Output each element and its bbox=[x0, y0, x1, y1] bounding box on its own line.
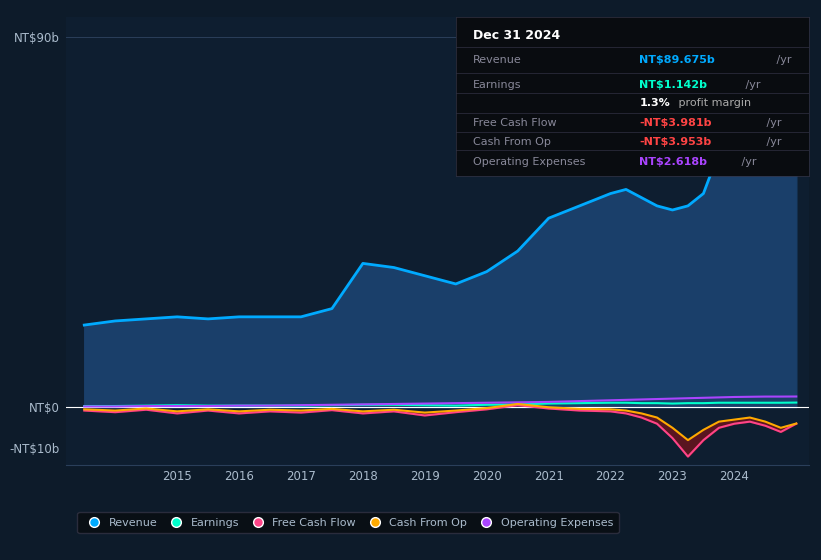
Text: Cash From Op: Cash From Op bbox=[474, 137, 551, 147]
Text: /yr: /yr bbox=[763, 137, 782, 147]
Text: /yr: /yr bbox=[763, 118, 782, 128]
Text: /yr: /yr bbox=[773, 55, 792, 65]
Text: Earnings: Earnings bbox=[474, 81, 522, 90]
Text: 1.3%: 1.3% bbox=[640, 98, 670, 108]
Text: Free Cash Flow: Free Cash Flow bbox=[474, 118, 557, 128]
Legend: Revenue, Earnings, Free Cash Flow, Cash From Op, Operating Expenses: Revenue, Earnings, Free Cash Flow, Cash … bbox=[77, 512, 618, 533]
Text: -NT$3.953b: -NT$3.953b bbox=[640, 137, 712, 147]
Text: -NT$3.981b: -NT$3.981b bbox=[640, 118, 712, 128]
Text: profit margin: profit margin bbox=[675, 98, 750, 108]
Text: /yr: /yr bbox=[741, 81, 760, 90]
Text: Dec 31 2024: Dec 31 2024 bbox=[474, 30, 561, 43]
Text: NT$2.618b: NT$2.618b bbox=[640, 157, 707, 167]
Text: /yr: /yr bbox=[738, 157, 757, 167]
Text: Revenue: Revenue bbox=[474, 55, 522, 65]
Text: Operating Expenses: Operating Expenses bbox=[474, 157, 585, 167]
Text: NT$89.675b: NT$89.675b bbox=[640, 55, 715, 65]
Text: NT$1.142b: NT$1.142b bbox=[640, 81, 707, 90]
